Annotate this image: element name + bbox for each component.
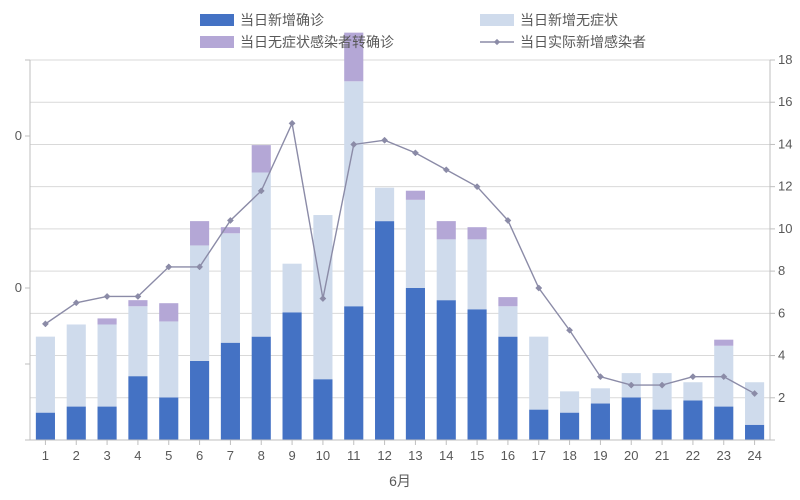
bar-asympt2conf	[159, 303, 178, 321]
x-tick-label: 8	[258, 448, 265, 463]
bar-confirmed	[714, 407, 733, 440]
x-tick-label: 12	[377, 448, 391, 463]
legend-swatch	[480, 14, 514, 26]
bar-asympt	[745, 382, 764, 425]
x-tick-label: 24	[747, 448, 761, 463]
bar-asympt	[498, 306, 517, 336]
bar-asympt2conf	[437, 221, 456, 239]
x-tick-label: 16	[501, 448, 515, 463]
yL-tick-label: 0	[15, 128, 22, 143]
x-tick-label: 20	[624, 448, 638, 463]
bar-asympt2conf	[252, 145, 271, 172]
bar-confirmed	[653, 410, 672, 440]
x-tick-label: 11	[347, 448, 361, 463]
bar-confirmed	[468, 309, 487, 440]
x-tick-label: 13	[408, 448, 422, 463]
yR-tick-label: 4	[778, 348, 785, 363]
bar-asympt	[283, 264, 302, 313]
x-tick-label: 21	[655, 448, 669, 463]
bar-confirmed	[221, 343, 240, 440]
bar-asympt	[683, 382, 702, 400]
yR-tick-label: 14	[778, 136, 792, 151]
bar-confirmed	[36, 413, 55, 440]
legend-label: 当日无症状感染者转确诊	[240, 34, 394, 50]
yR-tick-label: 18	[778, 52, 792, 67]
x-tick-label: 2	[73, 448, 80, 463]
bar-asympt2conf	[498, 297, 517, 306]
bar-confirmed	[67, 407, 86, 440]
bar-asympt2conf	[714, 340, 733, 346]
bar-asympt	[560, 391, 579, 412]
yL-tick-label: 0	[15, 280, 22, 295]
bar-confirmed	[560, 413, 579, 440]
bar-asympt	[653, 373, 672, 409]
covid-daily-chart: 1234567891011121314151617181920212223246…	[0, 0, 800, 500]
bar-asympt2conf	[406, 191, 425, 200]
bar-asympt	[468, 239, 487, 309]
yR-tick-label: 12	[778, 179, 792, 194]
yR-tick-label: 10	[778, 221, 792, 236]
bar-confirmed	[344, 306, 363, 440]
x-tick-label: 7	[227, 448, 234, 463]
bar-confirmed	[375, 221, 394, 440]
bar-confirmed	[529, 410, 548, 440]
x-tick-label: 18	[562, 448, 576, 463]
x-tick-label: 22	[686, 448, 700, 463]
yR-tick-label: 2	[778, 390, 785, 405]
bar-confirmed	[98, 407, 117, 440]
bar-asympt2conf	[468, 227, 487, 239]
bar-asympt	[98, 324, 117, 406]
bar-asympt	[128, 306, 147, 376]
yR-tick-label: 8	[778, 263, 785, 278]
bar-asympt2conf	[128, 300, 147, 306]
x-tick-label: 15	[470, 448, 484, 463]
x-tick-label: 17	[532, 448, 546, 463]
x-tick-label: 14	[439, 448, 453, 463]
legend-label: 当日新增无症状	[520, 12, 618, 28]
x-axis-title: 6月	[389, 473, 411, 489]
x-tick-label: 1	[42, 448, 49, 463]
legend-label: 当日新增确诊	[240, 12, 324, 28]
bar-asympt	[344, 81, 363, 306]
chart-bg	[0, 0, 800, 500]
bar-confirmed	[406, 288, 425, 440]
x-tick-label: 5	[165, 448, 172, 463]
bar-asympt	[375, 188, 394, 221]
bar-asympt	[221, 233, 240, 342]
bar-asympt	[159, 321, 178, 397]
yR-tick-label: 6	[778, 305, 785, 320]
x-tick-label: 3	[103, 448, 110, 463]
bar-asympt	[36, 337, 55, 413]
x-tick-label: 10	[316, 448, 330, 463]
legend-label: 当日实际新增感染者	[520, 34, 646, 50]
x-tick-label: 4	[134, 448, 141, 463]
bar-asympt	[437, 239, 456, 300]
bar-confirmed	[283, 312, 302, 440]
bar-confirmed	[252, 337, 271, 440]
legend-swatch	[200, 14, 234, 26]
bar-confirmed	[313, 379, 332, 440]
bar-confirmed	[437, 300, 456, 440]
bar-asympt2conf	[98, 318, 117, 324]
bar-asympt	[591, 388, 610, 403]
bar-asympt	[67, 324, 86, 406]
bar-confirmed	[622, 397, 641, 440]
x-tick-label: 23	[717, 448, 731, 463]
bar-confirmed	[128, 376, 147, 440]
bar-confirmed	[190, 361, 209, 440]
bar-confirmed	[498, 337, 517, 440]
bar-asympt	[406, 200, 425, 288]
bar-confirmed	[159, 397, 178, 440]
x-tick-label: 9	[288, 448, 295, 463]
bar-confirmed	[745, 425, 764, 440]
bar-confirmed	[591, 404, 610, 440]
bar-asympt	[529, 337, 548, 410]
bar-asympt	[190, 245, 209, 361]
bar-confirmed	[683, 400, 702, 440]
x-tick-label: 6	[196, 448, 203, 463]
yR-tick-label: 16	[778, 94, 792, 109]
x-tick-label: 19	[593, 448, 607, 463]
legend-swatch	[200, 36, 234, 48]
bar-asympt2conf	[190, 221, 209, 245]
